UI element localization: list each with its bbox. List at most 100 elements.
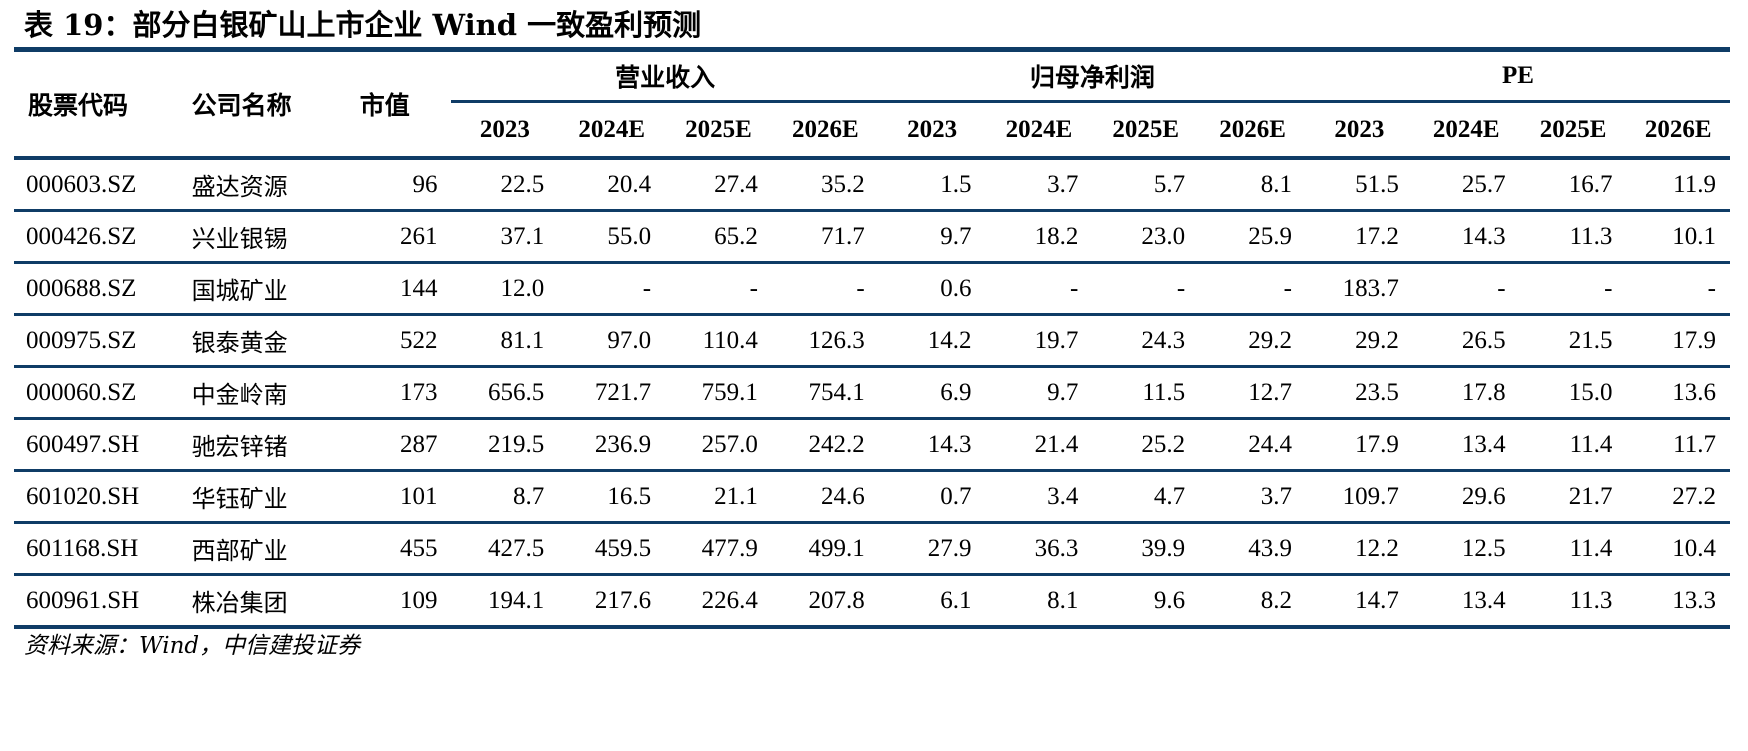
source-note: 资料来源：Wind，中信建投证券 bbox=[24, 633, 361, 659]
value-cell: 11.3 bbox=[1519, 574, 1627, 629]
market-cap-cell: 261 bbox=[345, 210, 452, 264]
value-cell: 23.5 bbox=[1306, 366, 1413, 420]
value-cell: 0.6 bbox=[878, 262, 986, 316]
value-cell: 12.0 bbox=[451, 262, 559, 316]
value-cell: 27.2 bbox=[1626, 470, 1730, 524]
value-cell: 110.4 bbox=[665, 314, 772, 368]
value-cell: 21.5 bbox=[1519, 314, 1627, 368]
value-cell: 55.0 bbox=[558, 210, 666, 264]
value-cell: - bbox=[1412, 262, 1520, 316]
value-cell: 51.5 bbox=[1306, 158, 1413, 212]
company-name-cell: 西部矿业 bbox=[177, 522, 346, 576]
value-cell: 11.4 bbox=[1519, 522, 1627, 576]
value-cell: 13.3 bbox=[1626, 574, 1730, 629]
value-cell: 23.0 bbox=[1092, 210, 1200, 264]
value-cell: 11.3 bbox=[1519, 210, 1627, 264]
value-cell: 721.7 bbox=[558, 366, 666, 420]
value-cell: 9.7 bbox=[878, 210, 986, 264]
value-cell: 20.4 bbox=[558, 158, 666, 212]
value-cell: 257.0 bbox=[665, 418, 772, 472]
header-year: 2024E bbox=[1412, 100, 1520, 156]
header-year: 2025E bbox=[1519, 100, 1627, 156]
value-cell: 81.1 bbox=[451, 314, 559, 368]
value-cell: 242.2 bbox=[771, 418, 879, 472]
value-cell: 6.1 bbox=[878, 574, 986, 629]
value-cell: 8.1 bbox=[985, 574, 1093, 629]
market-cap-cell: 96 bbox=[345, 158, 452, 212]
value-cell: 6.9 bbox=[878, 366, 986, 420]
value-cell: 236.9 bbox=[558, 418, 666, 472]
value-cell: - bbox=[558, 262, 666, 316]
stock-code-cell: 000426.SZ bbox=[14, 210, 178, 264]
value-cell: 226.4 bbox=[665, 574, 772, 629]
table-row: 000426.SZ 兴业银锡 261 37.1 55.0 65.2 71.7 9.7 18.2 2… bbox=[14, 210, 1730, 264]
header-market-cap: 市值 bbox=[345, 47, 452, 156]
header-year: 2023 bbox=[451, 100, 559, 156]
value-cell: 9.7 bbox=[985, 366, 1093, 420]
value-cell: 71.7 bbox=[771, 210, 879, 264]
value-cell: - bbox=[1092, 262, 1200, 316]
header-year: 2026E bbox=[1626, 100, 1730, 156]
value-cell: 29.2 bbox=[1306, 314, 1413, 368]
value-cell: 499.1 bbox=[771, 522, 879, 576]
value-cell: 11.5 bbox=[1092, 366, 1200, 420]
value-cell: 12.5 bbox=[1412, 522, 1520, 576]
value-cell: 43.9 bbox=[1199, 522, 1306, 576]
table-row: 600497.SH 驰宏锌锗 287 219.5 236.9 257.0 242.2 14.3… bbox=[14, 418, 1730, 472]
market-cap-cell: 101 bbox=[345, 470, 452, 524]
market-cap-cell: 109 bbox=[345, 574, 452, 629]
value-cell: 36.3 bbox=[985, 522, 1093, 576]
value-cell: 459.5 bbox=[558, 522, 666, 576]
table-row: 600961.SH 株冶集团 109 194.1 217.6 226.4 207.8 6.1 8… bbox=[14, 574, 1730, 629]
value-cell: 12.2 bbox=[1306, 522, 1413, 576]
value-cell: 25.2 bbox=[1092, 418, 1200, 472]
company-name-cell: 盛达资源 bbox=[177, 158, 346, 212]
value-cell: 8.2 bbox=[1199, 574, 1306, 629]
market-cap-cell: 173 bbox=[345, 366, 452, 420]
value-cell: 14.3 bbox=[878, 418, 986, 472]
value-cell: 17.2 bbox=[1306, 210, 1413, 264]
value-cell: 8.7 bbox=[451, 470, 559, 524]
value-cell: 126.3 bbox=[771, 314, 879, 368]
header-year: 2025E bbox=[1092, 100, 1200, 156]
value-cell: 13.6 bbox=[1626, 366, 1730, 420]
value-cell: 37.1 bbox=[451, 210, 559, 264]
value-cell: 217.6 bbox=[558, 574, 666, 629]
value-cell: 16.5 bbox=[558, 470, 666, 524]
table-row: 000603.SZ 盛达资源 96 22.5 20.4 27.4 35.2 1.5 3.7 5.7… bbox=[14, 158, 1730, 212]
value-cell: 0.7 bbox=[878, 470, 986, 524]
value-cell: 18.2 bbox=[985, 210, 1093, 264]
value-cell: 22.5 bbox=[451, 158, 559, 212]
value-cell: 3.7 bbox=[1199, 470, 1306, 524]
value-cell: 759.1 bbox=[665, 366, 772, 420]
header-group-net-profit: 归母净利润 bbox=[878, 47, 1306, 102]
value-cell: - bbox=[1626, 262, 1730, 316]
value-cell: 21.1 bbox=[665, 470, 772, 524]
value-cell: 26.5 bbox=[1412, 314, 1520, 368]
header-year: 2023 bbox=[878, 100, 986, 156]
header-name: 公司名称 bbox=[177, 47, 346, 156]
forecast-table: 股票代码 公司名称 市值 营业收入 归母净利润 PE 2023 2024E 20… bbox=[14, 47, 1730, 629]
value-cell: 27.4 bbox=[665, 158, 772, 212]
value-cell: 29.6 bbox=[1412, 470, 1520, 524]
value-cell: 477.9 bbox=[665, 522, 772, 576]
value-cell: 27.9 bbox=[878, 522, 986, 576]
company-name-cell: 国城矿业 bbox=[177, 262, 346, 316]
stock-code-cell: 600961.SH bbox=[14, 574, 178, 629]
header-group-pe: PE bbox=[1306, 47, 1730, 102]
company-name-cell: 华钰矿业 bbox=[177, 470, 346, 524]
table-row: 601168.SH 西部矿业 455 427.5 459.5 477.9 499.1 27.9… bbox=[14, 522, 1730, 576]
header-code: 股票代码 bbox=[14, 47, 178, 156]
value-cell: 4.7 bbox=[1092, 470, 1200, 524]
value-cell: 427.5 bbox=[451, 522, 559, 576]
table-row: 000688.SZ 国城矿业 144 12.0- - -0.6- - -183.7- - - bbox=[14, 262, 1730, 316]
value-cell: 219.5 bbox=[451, 418, 559, 472]
value-cell: 13.4 bbox=[1412, 418, 1520, 472]
market-cap-cell: 144 bbox=[345, 262, 452, 316]
value-cell: - bbox=[665, 262, 772, 316]
value-cell: 21.7 bbox=[1519, 470, 1627, 524]
value-cell: 3.7 bbox=[985, 158, 1093, 212]
value-cell: 35.2 bbox=[771, 158, 879, 212]
value-cell: 5.7 bbox=[1092, 158, 1200, 212]
value-cell: 656.5 bbox=[451, 366, 559, 420]
